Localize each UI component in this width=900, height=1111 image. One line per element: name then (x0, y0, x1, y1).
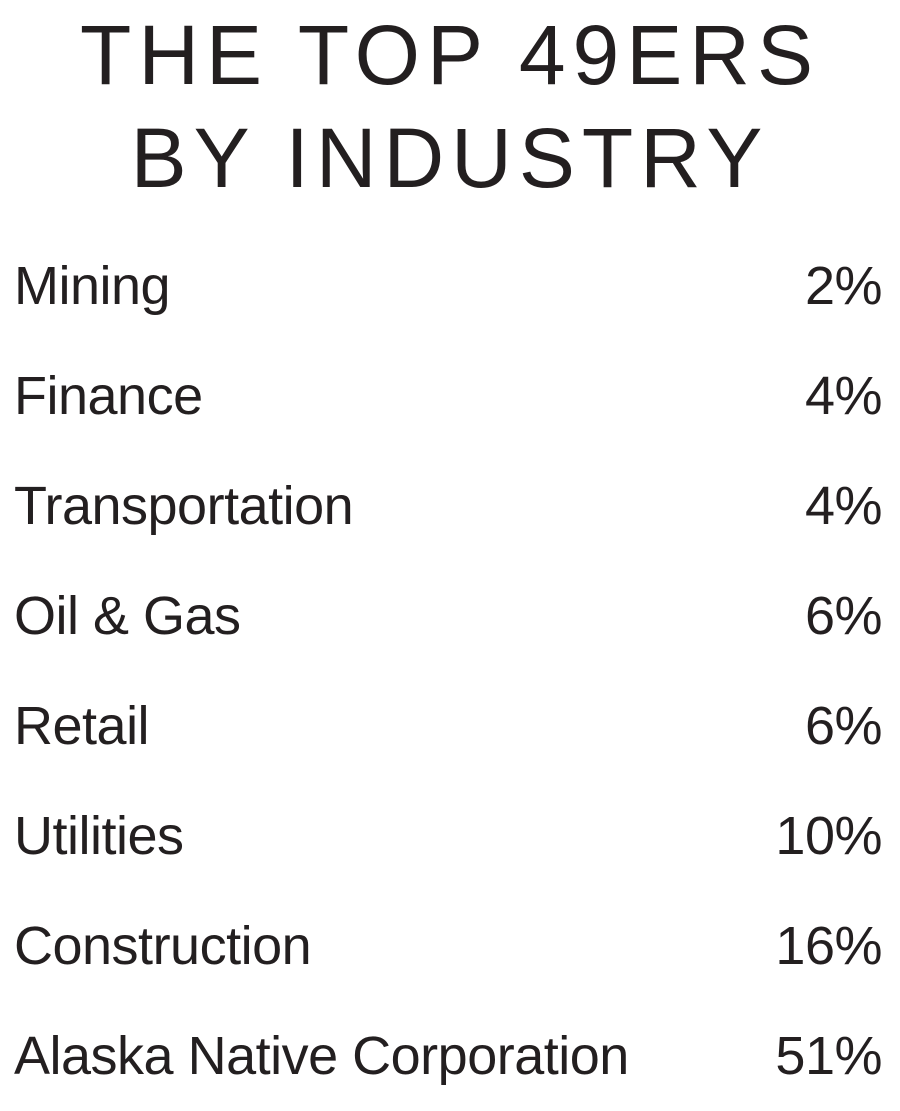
industry-value: 4% (804, 475, 883, 536)
chart-title-line-2: BY INDUSTRY (130, 111, 770, 206)
industry-label: Finance (14, 365, 203, 426)
table-row: Mining 2% (14, 231, 883, 341)
industry-value: 6% (804, 695, 883, 756)
table-row: Transportation 4% (14, 451, 883, 561)
industry-value: 2% (804, 255, 883, 316)
table-row: Alaska Native Corporation 51% (14, 1001, 882, 1111)
industry-label: Utilities (14, 805, 184, 866)
industry-label: Transportation (14, 475, 354, 536)
industry-label: Oil & Gas (14, 585, 241, 646)
industry-value: 4% (804, 365, 883, 426)
industry-value: 51% (775, 1025, 882, 1086)
industry-value: 10% (775, 805, 882, 866)
industry-value: 6% (804, 585, 883, 646)
chart-title-line-1: THE TOP 49ERS (80, 8, 820, 102)
industry-value: 16% (775, 915, 882, 976)
industry-table: Mining 2% Finance 4% Transportation 4% O… (0, 231, 900, 1111)
chart-title: THE TOP 49ERS BY INDUSTRY (0, 4, 900, 211)
industry-label: Mining (14, 255, 171, 316)
industry-label: Alaska Native Corporation (14, 1025, 629, 1086)
table-row: Construction 16% (14, 891, 882, 1001)
industry-label: Construction (14, 915, 312, 976)
table-row: Finance 4% (14, 341, 883, 451)
table-row: Retail 6% (14, 671, 883, 781)
table-row: Oil & Gas 6% (14, 561, 883, 671)
table-row: Utilities 10% (14, 781, 882, 891)
industry-label: Retail (14, 695, 150, 756)
